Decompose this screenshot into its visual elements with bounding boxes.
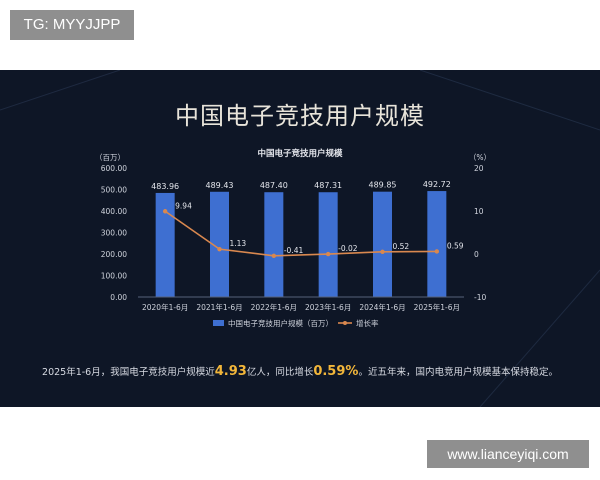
- left-axis-tick: 0.00: [110, 293, 127, 302]
- x-axis-category: 2020年1-6月: [142, 302, 188, 312]
- caption-value-growth: 0.59%: [313, 364, 359, 379]
- left-axis-tick: 300.00: [101, 229, 127, 238]
- bar-value-label: 483.96: [151, 182, 179, 191]
- tag-label: TG: MYYJJPP: [10, 10, 134, 40]
- left-axis-tick: 100.00: [101, 272, 127, 281]
- watermark: www.lianceyiqi.com: [427, 440, 589, 468]
- bar: [210, 191, 229, 297]
- caption-value-users: 4.93: [214, 364, 247, 379]
- growth-value-label: -0.02: [338, 244, 358, 253]
- growth-line: [164, 210, 437, 257]
- decor-line: [419, 70, 600, 131]
- bar: [155, 192, 175, 297]
- bar: [264, 192, 284, 297]
- x-axis-category: 2025年1-6月: [414, 302, 460, 312]
- bar: [427, 191, 447, 297]
- growth-point: [217, 246, 222, 252]
- bar: [373, 191, 392, 297]
- left-axis-tick: 200.00: [101, 250, 127, 259]
- growth-point: [325, 251, 331, 257]
- main-title: 中国电子竞技用户规模: [175, 102, 425, 130]
- legend-swatch-bar: [213, 320, 224, 326]
- chart-title: 中国电子竞技用户规模: [257, 148, 343, 159]
- growth-value-label: -0.41: [284, 246, 304, 255]
- growth-point: [380, 249, 385, 254]
- x-axis-category: 2024年1-6月: [359, 302, 405, 312]
- legend-label-bar: 中国电子竞技用户规模（百万）: [228, 318, 333, 328]
- decor-line: [0, 70, 121, 111]
- growth-point: [434, 249, 440, 254]
- right-axis-tick: -10: [474, 293, 486, 302]
- bar-value-label: 489.43: [206, 181, 234, 190]
- left-axis-unit: （百万）: [95, 153, 125, 162]
- growth-value-label: 0.59: [447, 241, 464, 250]
- growth-point: [271, 253, 277, 258]
- bar: [318, 192, 338, 297]
- infographic-panel: 中国电子竞技用户规模 中国电子竞技用户规模 （百万） （%） 0.00 100.0…: [0, 70, 600, 407]
- growth-point: [162, 209, 168, 214]
- x-axis-category: 2022年1-6月: [251, 302, 297, 312]
- right-axis-tick: 20: [474, 164, 484, 173]
- decor-line: [479, 269, 600, 407]
- caption: 2025年1-6月，我国电子竞技用户规模近4.93亿人，同比增长0.59%。近五…: [0, 364, 600, 379]
- bar-value-label: 492.72: [423, 180, 451, 189]
- legend-label-line: 增长率: [356, 318, 379, 328]
- left-axis-tick: 400.00: [101, 207, 127, 216]
- legend: 中国电子竞技用户规模（百万） 增长率: [213, 318, 379, 328]
- x-axis-category: 2021年1-6月: [196, 302, 242, 312]
- x-axis-category: 2023年1-6月: [305, 302, 351, 312]
- left-axis-tick: 500.00: [101, 186, 127, 195]
- right-axis-unit: （%）: [469, 153, 491, 162]
- growth-value-label: 9.94: [175, 201, 192, 210]
- growth-value-label: 0.52: [393, 242, 410, 251]
- bar-value-label: 489.85: [369, 181, 397, 190]
- right-axis-tick: 0: [474, 250, 479, 259]
- bar-value-label: 487.31: [314, 181, 342, 190]
- growth-value-label: 1.13: [230, 239, 247, 248]
- caption-text: 。近五年来，国内电竞用户规模基本保持稳定。: [358, 367, 558, 378]
- right-axis-tick: 10: [474, 207, 484, 216]
- legend-swatch-point: [343, 321, 347, 325]
- chart: 中国电子竞技用户规模 （百万） （%） 0.00 100.00 200.00 300.…: [0, 70, 600, 407]
- caption-text: 2025年1-6月，我国电子竞技用户规模近: [42, 367, 215, 378]
- caption-text: 亿人，同比增长: [246, 367, 314, 378]
- left-axis-tick: 600.00: [101, 164, 127, 173]
- bar-value-label: 487.40: [260, 181, 288, 190]
